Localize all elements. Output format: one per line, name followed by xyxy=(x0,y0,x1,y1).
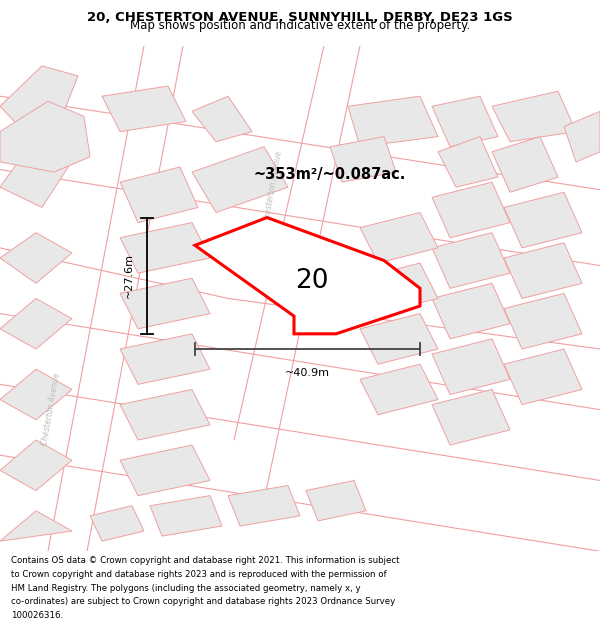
Polygon shape xyxy=(102,86,186,132)
Polygon shape xyxy=(192,147,288,213)
Polygon shape xyxy=(330,137,396,182)
Polygon shape xyxy=(564,111,600,162)
Polygon shape xyxy=(120,445,210,496)
Polygon shape xyxy=(432,339,510,394)
Polygon shape xyxy=(120,389,210,440)
Text: Chesterton Avenue: Chesterton Avenue xyxy=(262,150,284,224)
Text: 20: 20 xyxy=(295,268,329,294)
Polygon shape xyxy=(0,232,72,283)
Polygon shape xyxy=(432,96,498,147)
Polygon shape xyxy=(492,91,576,142)
Text: ~27.6m: ~27.6m xyxy=(124,253,134,298)
Polygon shape xyxy=(0,66,78,137)
Polygon shape xyxy=(504,293,582,349)
Polygon shape xyxy=(432,232,510,288)
Polygon shape xyxy=(0,101,90,172)
Polygon shape xyxy=(492,137,558,192)
Text: 100026316.: 100026316. xyxy=(11,611,63,620)
Polygon shape xyxy=(0,137,78,208)
Polygon shape xyxy=(120,278,210,329)
Text: HM Land Registry. The polygons (including the associated geometry, namely x, y: HM Land Registry. The polygons (includin… xyxy=(11,584,361,592)
Text: ~40.9m: ~40.9m xyxy=(285,368,330,378)
Polygon shape xyxy=(150,496,222,536)
Text: Contains OS data © Crown copyright and database right 2021. This information is : Contains OS data © Crown copyright and d… xyxy=(11,556,400,566)
Text: 20, CHESTERTON AVENUE, SUNNYHILL, DERBY, DE23 1GS: 20, CHESTERTON AVENUE, SUNNYHILL, DERBY,… xyxy=(87,11,513,24)
Polygon shape xyxy=(306,481,366,521)
Polygon shape xyxy=(192,96,252,142)
Polygon shape xyxy=(432,182,510,238)
Polygon shape xyxy=(360,213,438,263)
Polygon shape xyxy=(432,283,510,339)
Polygon shape xyxy=(360,314,438,364)
Polygon shape xyxy=(228,486,300,526)
Text: Map shows position and indicative extent of the property.: Map shows position and indicative extent… xyxy=(130,19,470,32)
Polygon shape xyxy=(360,263,438,314)
Polygon shape xyxy=(504,243,582,298)
Polygon shape xyxy=(432,389,510,445)
Polygon shape xyxy=(348,96,438,147)
Polygon shape xyxy=(0,511,72,541)
Polygon shape xyxy=(504,349,582,404)
Polygon shape xyxy=(360,364,438,415)
Polygon shape xyxy=(195,217,420,334)
Text: Chesterton Avenue: Chesterton Avenue xyxy=(40,372,62,447)
Polygon shape xyxy=(90,506,144,541)
Text: ~353m²/~0.087ac.: ~353m²/~0.087ac. xyxy=(254,167,406,182)
Polygon shape xyxy=(438,137,498,188)
Text: co-ordinates) are subject to Crown copyright and database rights 2023 Ordnance S: co-ordinates) are subject to Crown copyr… xyxy=(11,598,395,606)
Polygon shape xyxy=(0,440,72,491)
Polygon shape xyxy=(0,298,72,349)
Text: to Crown copyright and database rights 2023 and is reproduced with the permissio: to Crown copyright and database rights 2… xyxy=(11,570,386,579)
Polygon shape xyxy=(120,222,210,273)
Polygon shape xyxy=(0,369,72,420)
Polygon shape xyxy=(120,334,210,384)
Polygon shape xyxy=(120,167,198,222)
Polygon shape xyxy=(504,192,582,248)
